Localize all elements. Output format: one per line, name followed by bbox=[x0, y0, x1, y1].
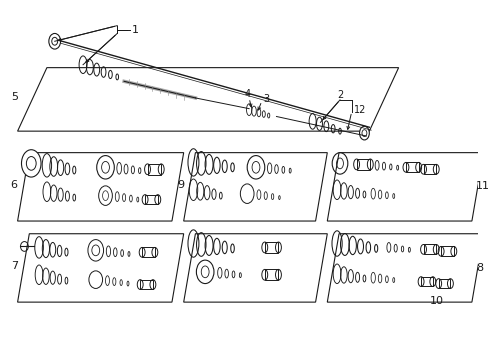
Bar bbox=[356, 159, 369, 170]
Bar bbox=[145, 195, 158, 204]
Text: 1: 1 bbox=[132, 24, 139, 35]
Text: 9: 9 bbox=[177, 180, 183, 190]
Text: 7: 7 bbox=[11, 261, 18, 271]
Bar bbox=[140, 280, 153, 289]
Text: 5: 5 bbox=[11, 92, 18, 102]
Bar bbox=[440, 247, 453, 256]
Bar bbox=[142, 247, 155, 257]
Bar bbox=[438, 279, 449, 288]
Text: 2: 2 bbox=[336, 90, 343, 100]
Bar bbox=[423, 165, 435, 174]
Text: 10: 10 bbox=[429, 296, 443, 306]
Text: 8: 8 bbox=[475, 263, 482, 273]
Bar bbox=[264, 269, 278, 280]
Text: 3: 3 bbox=[262, 94, 268, 104]
Text: 6: 6 bbox=[11, 180, 18, 190]
Text: 12: 12 bbox=[353, 105, 366, 114]
Ellipse shape bbox=[49, 33, 61, 49]
Ellipse shape bbox=[359, 126, 368, 140]
Text: 11: 11 bbox=[475, 181, 488, 191]
Ellipse shape bbox=[21, 150, 41, 177]
Bar bbox=[420, 277, 432, 287]
Bar bbox=[405, 162, 418, 172]
Bar bbox=[264, 242, 278, 253]
Bar bbox=[147, 164, 161, 175]
Text: 4: 4 bbox=[244, 89, 250, 99]
Bar bbox=[423, 244, 435, 254]
